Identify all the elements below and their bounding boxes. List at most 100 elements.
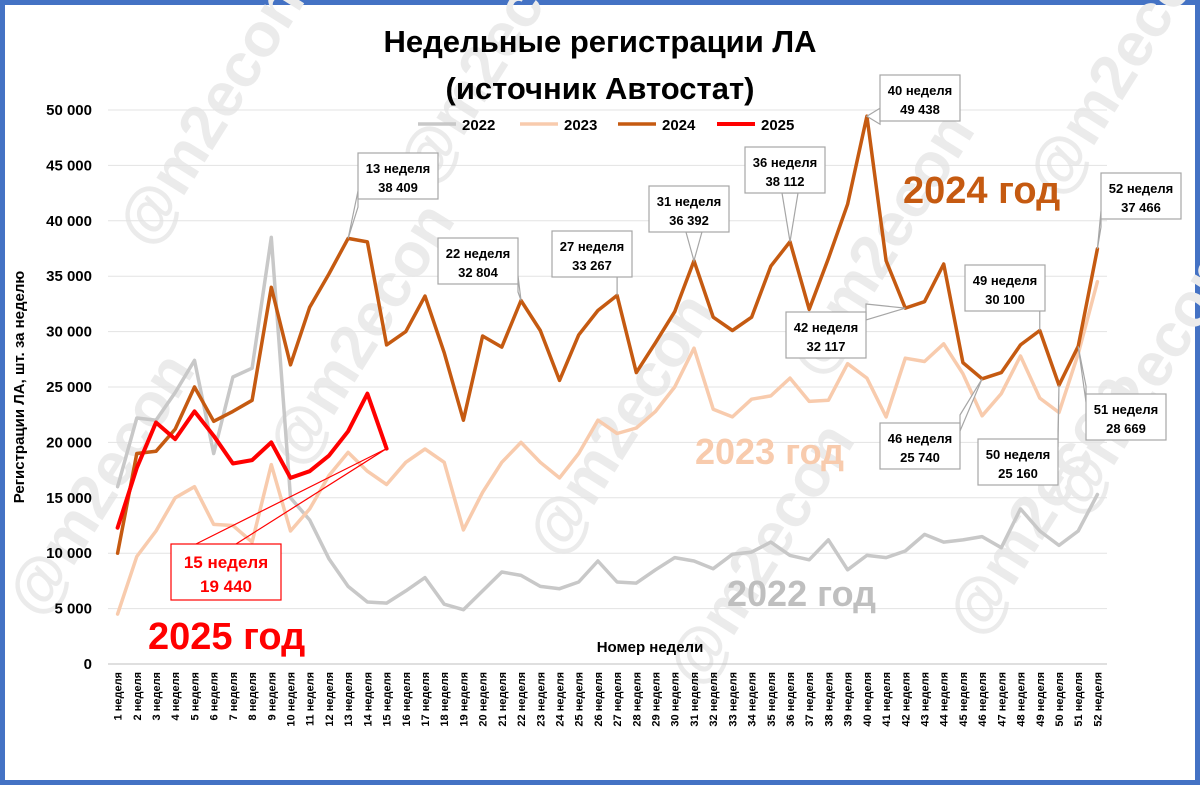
annotation-week: 15 неделя [184, 553, 268, 572]
x-tick-label: 11 неделя [305, 672, 317, 726]
legend-label-2023: 2023 [564, 117, 597, 134]
annotation-box [437, 237, 519, 285]
x-tick-label: 39 неделя [843, 672, 855, 727]
annotation-box [964, 264, 1046, 312]
x-tick-label: 20 неделя [478, 672, 490, 727]
y-axis-label: Регистрации ЛА, шт. за неделю [11, 271, 28, 504]
x-tick-label: 38 неделя [823, 672, 835, 727]
annotation-value: 32 117 [806, 339, 845, 354]
x-tick-label: 48 неделя [1016, 672, 1028, 727]
x-tick-label: 5 неделя [189, 672, 201, 720]
x-tick-label: 46 неделя [977, 672, 989, 727]
x-tick-label: 8 неделя [247, 672, 259, 720]
annotation-week: 52 неделя [1109, 181, 1173, 196]
y-tick-label: 5 000 [54, 601, 92, 618]
x-tick-label: 28 неделя [631, 672, 643, 727]
annotation-callout: 50 неделя 25 160 [977, 385, 1060, 486]
x-tick-label: 16 неделя [401, 672, 413, 727]
annotation-value: 30 100 [985, 292, 1025, 307]
annotation-leader [195, 448, 387, 545]
annotation-week: 31 неделя [657, 194, 721, 209]
annotation-week: 27 неделя [560, 239, 624, 254]
annotation-value: 25 740 [900, 450, 940, 465]
x-tick-label: 7 неделя [228, 672, 240, 720]
x-tick-label: 44 неделя [939, 672, 951, 727]
y-tick-label: 30 000 [46, 324, 92, 341]
annotation-value: 28 669 [1106, 421, 1146, 436]
legend-label-2022: 2022 [462, 117, 495, 134]
annotation-callout: 22 неделя 32 804 [437, 237, 522, 301]
x-tick-label: 41 неделя [881, 672, 893, 727]
x-tick-label: 14 неделя [362, 672, 374, 727]
annotation-callout: 15 неделя 19 440 [170, 448, 387, 601]
annotation-week: 22 неделя [446, 246, 510, 261]
x-tick-label: 13 неделя [343, 672, 355, 727]
x-tick-label: 34 неделя [747, 672, 759, 727]
x-axis-label: Номер недели [597, 639, 704, 656]
annotation-callout: 40 неделя 49 438 [865, 74, 961, 126]
x-tick-label: 21 неделя [497, 672, 509, 727]
annotation-value: 37 466 [1121, 200, 1161, 215]
annotation-leader [235, 448, 387, 545]
annotation-value: 49 438 [900, 102, 940, 117]
annotation-week: 46 неделя [888, 431, 952, 446]
y-tick-label: 15 000 [46, 490, 92, 507]
x-tick-label: 47 неделя [996, 672, 1008, 727]
annotation-week: 50 неделя [986, 447, 1050, 462]
y-tick-label: 45 000 [46, 157, 92, 174]
x-tick-label: 42 неделя [900, 672, 912, 727]
annotation-box [785, 311, 867, 359]
annotation-box [1100, 172, 1182, 220]
annotation-callout: 31 неделя 36 392 [648, 185, 730, 264]
x-tick-label: 45 неделя [958, 672, 970, 727]
x-tick-label: 19 неделя [458, 672, 470, 727]
annotation-value: 38 112 [765, 174, 804, 189]
annotation-value: 38 409 [378, 180, 418, 195]
annotation-week: 13 неделя [366, 161, 430, 176]
x-tick-label: 40 неделя [862, 672, 874, 727]
annotation-callout: 36 неделя 38 112 [744, 146, 826, 242]
annotation-box [648, 185, 730, 233]
y-tick-label: 40 000 [46, 213, 92, 230]
y-axis-ticks: 0 5 000 10 000 15 000 20 000 25 000 30 000 35 0… [46, 102, 92, 673]
x-tick-label: 49 неделя [1035, 672, 1047, 727]
annotation-box [1085, 393, 1167, 441]
x-tick-label: 17 неделя [420, 672, 432, 727]
x-tick-label: 22 неделя [516, 672, 528, 727]
legend: 2022 2023 2024 2025 [418, 117, 794, 134]
annotation-value: 25 160 [998, 466, 1038, 481]
series-lines [115, 114, 1100, 616]
annotation-box [879, 74, 961, 122]
annotation-callout: 13 неделя 38 409 [347, 152, 439, 239]
x-tick-label: 35 неделя [766, 672, 778, 727]
y-tick-label: 50 000 [46, 102, 92, 119]
series-label: 2023 год [695, 431, 844, 472]
legend-label-2024: 2024 [662, 117, 696, 134]
x-tick-label: 37 неделя [804, 672, 816, 727]
x-tick-label: 31 неделя [689, 672, 701, 727]
annotation-value: 33 267 [572, 258, 612, 273]
x-tick-label: 33 неделя [727, 672, 739, 727]
y-tick-label: 20 000 [46, 434, 92, 451]
x-tick-label: 52 неделя [1092, 672, 1104, 727]
y-tick-label: 10 000 [46, 545, 92, 562]
series-line-2022 [115, 235, 1100, 612]
chart-title-line-1: Недельные регистрации ЛА [383, 24, 816, 59]
x-tick-label: 15 неделя [382, 672, 394, 727]
y-tick-label: 35 000 [46, 268, 92, 285]
x-tick-label: 23 неделя [535, 672, 547, 727]
series-line-2024 [115, 114, 1100, 555]
x-tick-label: 1 неделя [113, 672, 125, 720]
x-tick-label: 18 неделя [439, 672, 451, 727]
y-tick-label: 25 000 [46, 379, 92, 396]
legend-label-2025: 2025 [761, 117, 794, 134]
annotation-callout: 42 неделя 32 117 [785, 303, 906, 359]
series-label: 2025 год [148, 616, 305, 658]
annotation-callout: 27 неделя 33 267 [551, 230, 633, 296]
annotation-value: 36 392 [669, 213, 709, 228]
annotation-box [551, 230, 633, 278]
x-axis-ticks: 1 неделя 2 неделя 3 неделя 4 неделя 5 неделя… [113, 672, 1105, 727]
annotation-value: 19 440 [200, 577, 252, 596]
x-tick-label: 26 неделя [593, 672, 605, 727]
